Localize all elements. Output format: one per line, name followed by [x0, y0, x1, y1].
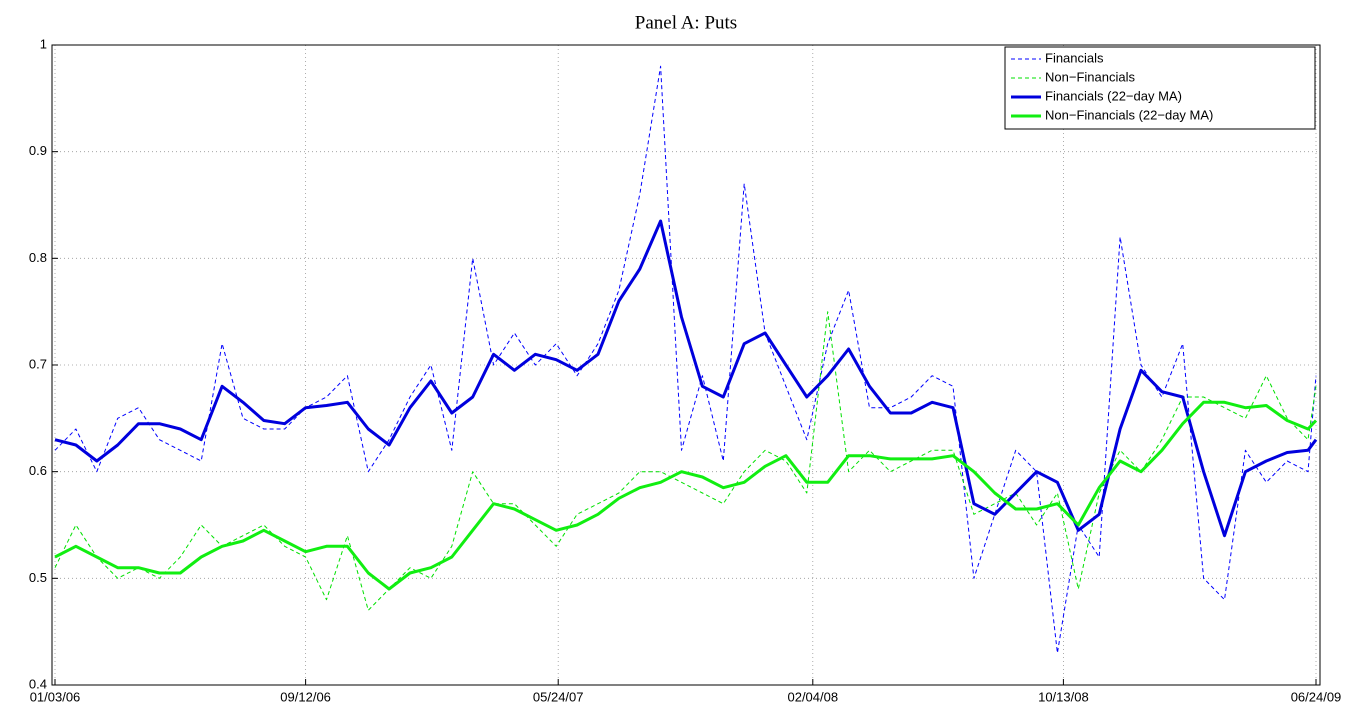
- legend-label: Non−Financials: [1045, 69, 1135, 84]
- x-tick-label: 09/12/06: [280, 689, 331, 704]
- x-tick-label: 02/04/08: [787, 689, 838, 704]
- series-line: [54, 400, 1318, 591]
- plot-frame: [51, 44, 1321, 686]
- y-tick-label: 1: [40, 36, 47, 51]
- series-line: [54, 219, 1318, 538]
- legend-label: Financials: [1045, 50, 1104, 65]
- y-tick-label: 0.8: [29, 250, 47, 265]
- x-tick-label: 06/24/09: [1291, 689, 1342, 704]
- y-tick-label: 0.6: [29, 463, 47, 478]
- x-tick-label: 10/13/08: [1038, 689, 1089, 704]
- y-tick-label: 0.9: [29, 143, 47, 158]
- legend-box: [1004, 46, 1316, 130]
- y-tick-label: 0.4: [29, 676, 47, 691]
- series-line: [54, 65, 1317, 654]
- x-tick-label: 01/03/06: [30, 689, 81, 704]
- y-tick-label: 0.5: [29, 570, 47, 585]
- y-tick-label: 0.7: [29, 356, 47, 371]
- legend-label: Financials (22−day MA): [1045, 88, 1182, 103]
- plot-area: [52, 45, 1320, 685]
- x-tick-label: 05/24/07: [533, 689, 584, 704]
- chart-title: Panel A: Puts: [635, 12, 737, 33]
- legend-label: Non−Financials (22−day MA): [1045, 107, 1213, 122]
